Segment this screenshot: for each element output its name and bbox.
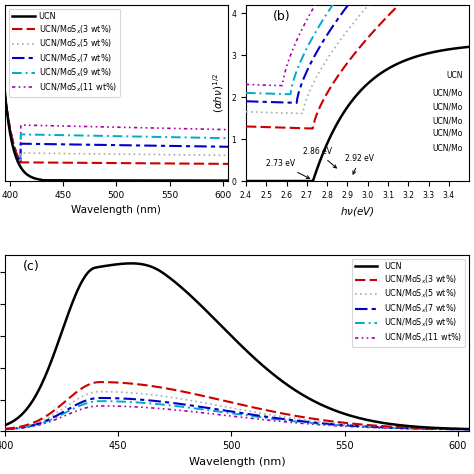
Text: UCN/Mo: UCN/Mo (432, 102, 463, 111)
Text: UCN/Mo: UCN/Mo (432, 143, 463, 152)
Text: (b): (b) (273, 10, 291, 23)
Legend: UCN, UCN/MoS$_x$(3 wt%), UCN/MoS$_x$(5 wt%), UCN/MoS$_x$(7 wt%), UCN/MoS$_x$(9 w: UCN, UCN/MoS$_x$(3 wt%), UCN/MoS$_x$(5 w… (9, 9, 120, 97)
Text: UCN: UCN (446, 71, 463, 80)
X-axis label: Wavelength (nm): Wavelength (nm) (72, 205, 161, 215)
X-axis label: $h\nu$(eV): $h\nu$(eV) (340, 205, 375, 219)
Text: (c): (c) (23, 260, 40, 273)
Legend: UCN, UCN/MoS$_x$(3 wt%), UCN/MoS$_x$(5 wt%), UCN/MoS$_x$(7 wt%), UCN/MoS$_x$(9 w: UCN, UCN/MoS$_x$(3 wt%), UCN/MoS$_x$(5 w… (352, 259, 465, 347)
Text: UCN/Mo: UCN/Mo (432, 117, 463, 126)
Text: 2.92 eV: 2.92 eV (346, 154, 374, 174)
Text: 2.86 eV: 2.86 eV (303, 147, 337, 168)
Y-axis label: $(\alpha h\nu)^{1/2}$: $(\alpha h\nu)^{1/2}$ (211, 73, 226, 113)
Text: UCN/Mo: UCN/Mo (432, 88, 463, 97)
Text: UCN/Mo: UCN/Mo (432, 129, 463, 138)
Text: 2.73 eV: 2.73 eV (266, 159, 310, 178)
X-axis label: Wavelength (nm): Wavelength (nm) (189, 456, 285, 466)
